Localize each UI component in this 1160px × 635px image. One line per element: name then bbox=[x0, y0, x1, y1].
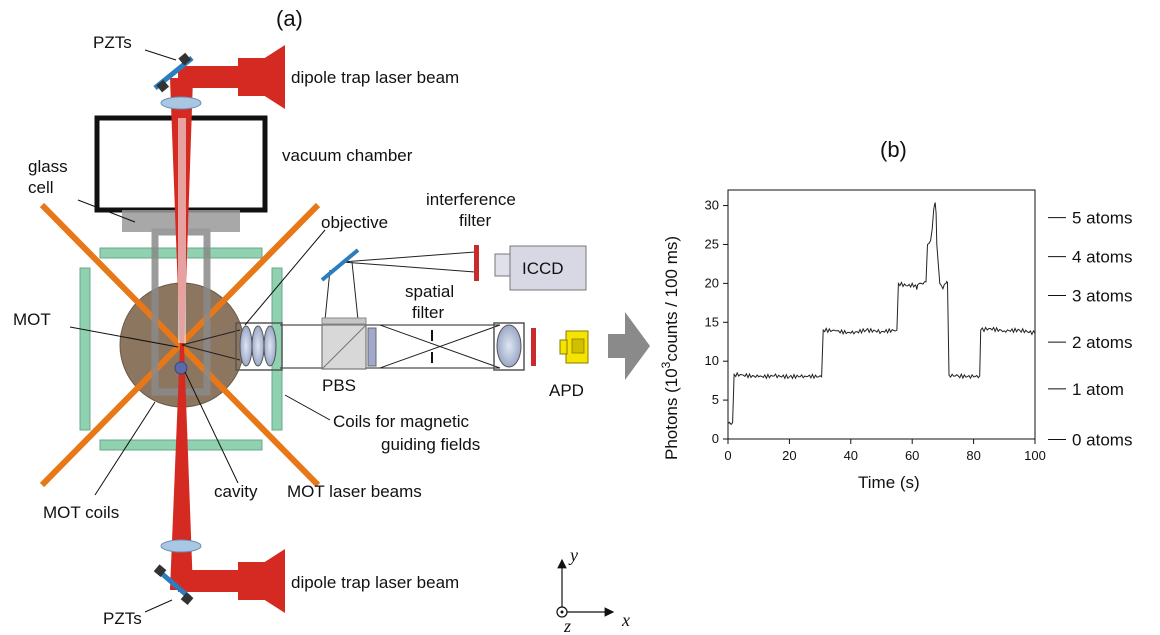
spatial-filter-label-1: spatial bbox=[405, 282, 454, 301]
interference-filter-label-1: interference bbox=[426, 190, 516, 209]
y-axis-ticks: 0 5 10 15 20 25 30 bbox=[705, 198, 728, 446]
x-tick-label: 0 bbox=[724, 448, 731, 463]
cavity-atom bbox=[174, 361, 188, 375]
chart-plot-frame bbox=[727, 189, 1036, 440]
dipole-input-top bbox=[178, 45, 285, 109]
setup-diagram: (a) bbox=[13, 6, 650, 635]
y-tick-label: 30 bbox=[705, 198, 719, 213]
panel-a-label: (a) bbox=[276, 6, 303, 31]
pbs-label: PBS bbox=[322, 376, 356, 395]
coils-label-2: guiding fields bbox=[381, 435, 480, 454]
mot-label: MOT bbox=[13, 310, 51, 329]
y-tick-label: 25 bbox=[705, 236, 719, 251]
x-tick-label: 80 bbox=[966, 448, 980, 463]
y-tick-label: 0 bbox=[712, 431, 719, 446]
axis-x-label: x bbox=[621, 610, 630, 630]
coils-label-1: Coils for magnetic bbox=[333, 412, 470, 431]
iccd-camera bbox=[494, 245, 587, 291]
y-axis-label: Photons (103counts / 100 ms) bbox=[659, 236, 681, 460]
photon-trace-line bbox=[727, 202, 1036, 426]
panel-arrow bbox=[608, 312, 650, 380]
dipole-beam-top-label: dipole trap laser beam bbox=[291, 68, 459, 87]
x-tick-label: 60 bbox=[905, 448, 919, 463]
x-tick-label: 20 bbox=[782, 448, 796, 463]
iccd-mirror bbox=[320, 248, 360, 282]
apd-filter-plate bbox=[531, 328, 536, 366]
lens-bottom bbox=[160, 539, 202, 553]
iccd-label: ICCD bbox=[522, 259, 564, 278]
vacuum-chamber-label: vacuum chamber bbox=[282, 146, 413, 165]
y-axis-label-suffix: counts / 100 ms) bbox=[662, 236, 681, 362]
x-tick-label: 100 bbox=[1024, 448, 1046, 463]
dipole-beam-lower bbox=[170, 345, 193, 590]
mirror-top bbox=[153, 52, 194, 93]
objective-label: objective bbox=[321, 213, 388, 232]
x-tick-label: 40 bbox=[844, 448, 858, 463]
axis-y-label: y bbox=[568, 545, 578, 565]
spatial-filter-label-2: filter bbox=[412, 303, 444, 322]
atom-level-label: 3 atoms bbox=[1072, 286, 1132, 305]
atom-level-label: 2 atoms bbox=[1072, 333, 1132, 352]
y-tick-label: 5 bbox=[712, 392, 719, 407]
atom-level-labels: 5 atoms 4 atoms 3 atoms 2 atoms 1 atom 0 atom… bbox=[1048, 209, 1132, 449]
dipole-beam-bottom-label: dipole trap laser beam bbox=[291, 573, 459, 592]
dipole-beam-window bbox=[178, 118, 186, 343]
x-axis-ticks: 0 20 40 60 80 100 bbox=[724, 439, 1046, 463]
apd-detector bbox=[559, 330, 589, 364]
y-axis-label-prefix: Photons (10 bbox=[662, 368, 681, 460]
atom-level-label: 1 atom bbox=[1072, 380, 1124, 399]
y-axis-label-exponent: 3 bbox=[659, 361, 673, 368]
y-tick-label: 10 bbox=[705, 353, 719, 368]
atom-level-label: 4 atoms bbox=[1072, 248, 1132, 267]
mot-laser-beams-label: MOT laser beams bbox=[287, 482, 422, 501]
apd-label: APD bbox=[549, 381, 584, 400]
coordinate-axes: y x z bbox=[556, 545, 630, 635]
interference-filter-plate bbox=[474, 245, 479, 281]
glass-cell-label-2: cell bbox=[28, 178, 54, 197]
dipole-input-bottom bbox=[178, 549, 285, 613]
objective-lens bbox=[235, 322, 283, 371]
detection-path bbox=[181, 251, 501, 369]
glass-cell-label-1: glass bbox=[28, 157, 68, 176]
lens-top bbox=[160, 96, 202, 110]
axis-z-label: z bbox=[563, 616, 571, 635]
atom-level-label: 5 atoms bbox=[1072, 209, 1132, 228]
pzts-top-label: PZTs bbox=[93, 33, 132, 52]
dipole-beam-vertical bbox=[170, 78, 193, 590]
atom-level-label: 0 atoms bbox=[1072, 430, 1132, 449]
pzts-bottom-label: PZTs bbox=[103, 609, 142, 628]
mirror-bottom bbox=[153, 564, 194, 606]
leader-lines bbox=[69, 49, 331, 613]
cavity-label: cavity bbox=[214, 482, 258, 501]
y-tick-label: 15 bbox=[705, 314, 719, 329]
x-axis-label: Time (s) bbox=[858, 473, 920, 492]
y-tick-label: 20 bbox=[705, 275, 719, 290]
apd-lens bbox=[493, 322, 525, 371]
mot-coils-label: MOT coils bbox=[43, 503, 119, 522]
pbs-cube bbox=[321, 317, 377, 370]
interference-filter-label-2: filter bbox=[459, 211, 491, 230]
photon-count-chart: (b) 0 20 40 60 80 100 0 5 10 15 20 25 30 5 atoms 4 a… bbox=[659, 137, 1132, 492]
guiding-coil-left bbox=[79, 267, 91, 431]
panel-b-label: (b) bbox=[880, 137, 907, 162]
